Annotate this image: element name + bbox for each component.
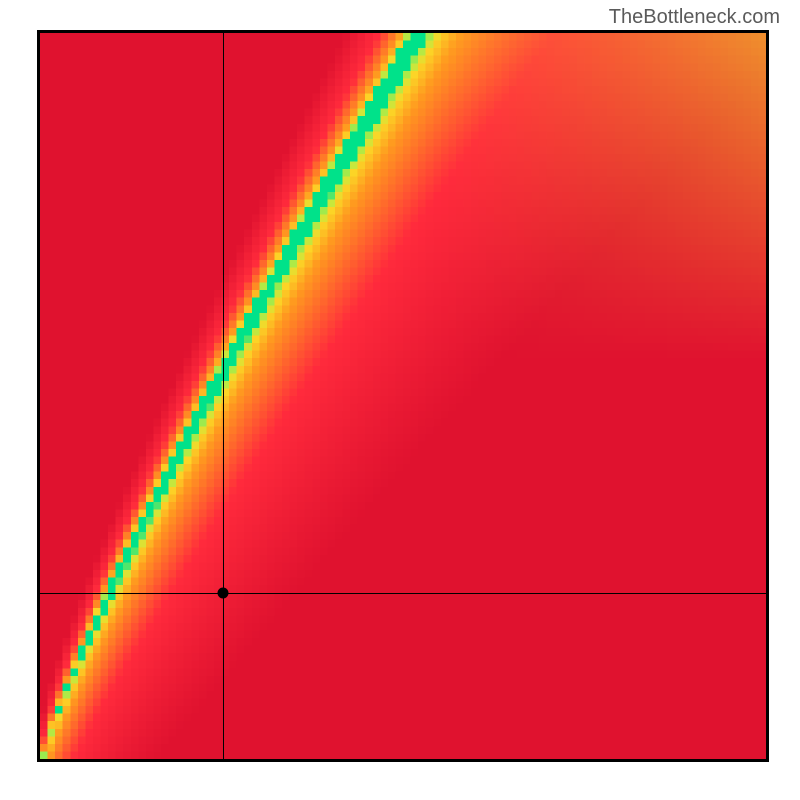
chart-frame bbox=[37, 30, 769, 762]
watermark-text: TheBottleneck.com bbox=[609, 6, 780, 29]
heatmap-canvas bbox=[40, 33, 766, 759]
crosshair-horizontal bbox=[40, 593, 766, 594]
chart-container: TheBottleneck.com bbox=[0, 0, 800, 800]
marker-point bbox=[217, 588, 228, 599]
crosshair-vertical bbox=[223, 33, 224, 759]
